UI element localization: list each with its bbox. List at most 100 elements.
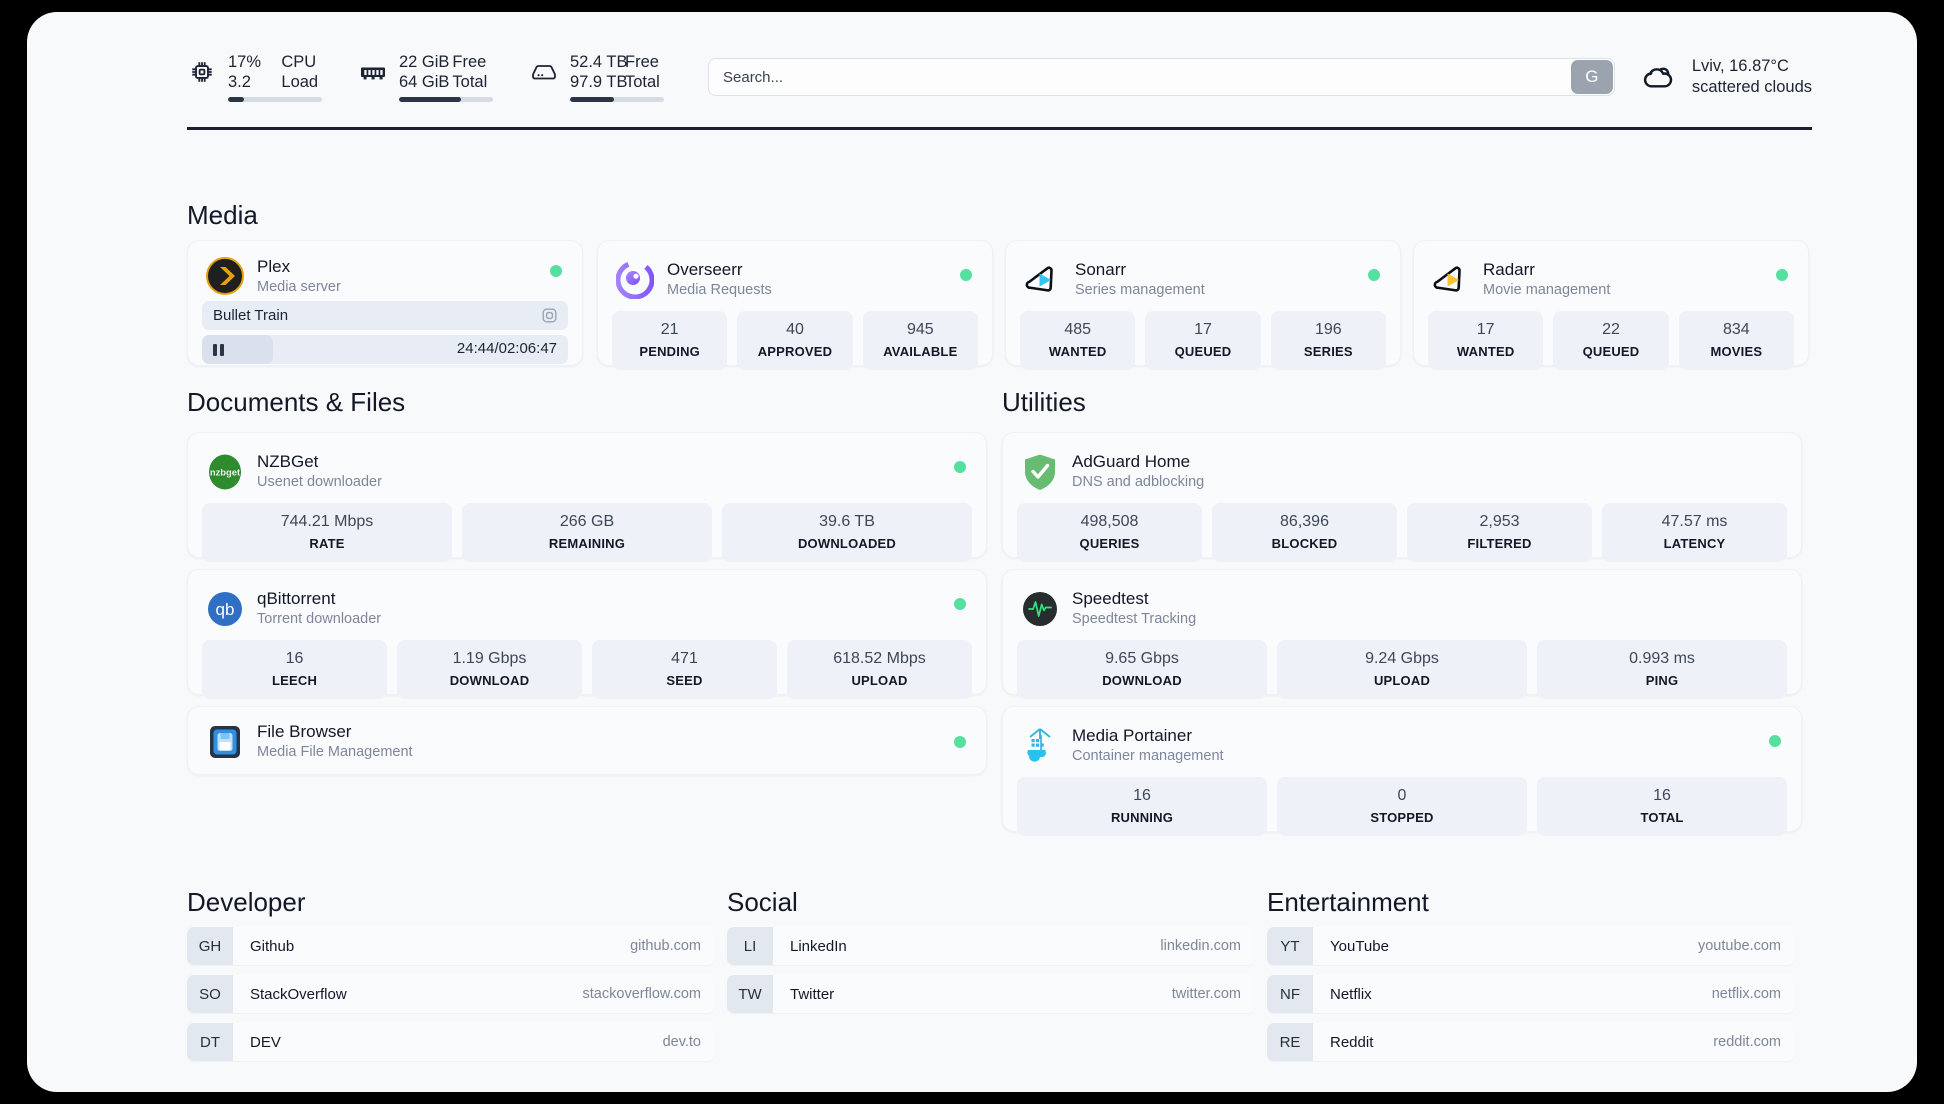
bookmark-name: YouTube: [1330, 937, 1389, 955]
bookmark-dev[interactable]: DT DEV dev.to: [187, 1023, 715, 1061]
section-title-entertainment: Entertainment: [1267, 887, 1429, 917]
search-bar[interactable]: G: [708, 58, 1615, 96]
stat-label: SERIES: [1303, 344, 1353, 359]
card-qbittorrent[interactable]: qb qBittorrent Torrent downloader 16 LEE…: [187, 569, 987, 699]
overseerr-desc: Media Requests: [667, 282, 772, 298]
overseerr-status-badge: [960, 269, 972, 281]
adguard-stats: 498,508 QUERIES 86,396 BLOCKED 2,953 FIL…: [1003, 495, 1801, 576]
card-sonarr-header: Sonarr Series management: [1006, 241, 1400, 303]
portainer-icon: [1021, 727, 1059, 765]
bookmark-github[interactable]: GH Github github.com: [187, 927, 715, 965]
sonarr-stats: 485 WANTED 17 QUEUED 196 SERIES: [1006, 303, 1400, 384]
cpu-chip-icon: [187, 57, 217, 87]
bookmark-netflix[interactable]: NF Netflix netflix.com: [1267, 975, 1795, 1013]
speedtest-icon: [1021, 590, 1059, 628]
card-adguard[interactable]: AdGuard Home DNS and adblocking 498,508 …: [1002, 432, 1802, 562]
card-filebrowser[interactable]: File Browser Media File Management: [187, 706, 987, 775]
stat-label: DOWNLOAD: [1102, 673, 1182, 688]
stat-value: 2,953: [1479, 513, 1520, 530]
qbittorrent-icon: qb: [206, 590, 244, 628]
stat-value: 17: [1194, 321, 1212, 338]
overseerr-name: Overseerr: [667, 260, 743, 279]
stat-value: 945: [906, 321, 934, 338]
card-radarr-header: Radarr Movie management: [1414, 241, 1808, 303]
portainer-desc: Container management: [1072, 748, 1224, 764]
pause-icon[interactable]: [213, 344, 224, 356]
stat-value: 86,396: [1280, 513, 1329, 530]
card-speedtest[interactable]: Speedtest Speedtest Tracking 9.65 Gbps D…: [1002, 569, 1802, 699]
card-nzbget-header: nzbget NZBGet Usenet downloader: [188, 433, 986, 495]
bookmark-twitter[interactable]: TW Twitter twitter.com: [727, 975, 1255, 1013]
stat-box: 196 SERIES: [1270, 311, 1386, 370]
stat-box: 834 MOVIES: [1678, 311, 1794, 370]
plex-time-sep: /: [494, 340, 499, 357]
section-title-documents: Documents & Files: [187, 387, 406, 417]
sonarr-name: Sonarr: [1075, 260, 1127, 279]
stat-value: 0.993 ms: [1629, 650, 1695, 667]
card-radarr[interactable]: Radarr Movie management 17 WANTED 22 QUE…: [1413, 240, 1809, 370]
adguard-shield-icon: [1021, 453, 1059, 491]
adguard-text: AdGuard Home DNS and adblocking: [1072, 451, 1204, 492]
search-engine-button[interactable]: G: [1570, 60, 1613, 94]
search-input[interactable]: [709, 59, 1570, 95]
svg-text:nzbget: nzbget: [210, 466, 240, 477]
radarr-icon: [1432, 261, 1470, 299]
stat-label: UPLOAD: [851, 673, 908, 688]
stat-value: 9.65 Gbps: [1105, 650, 1179, 667]
stat-value: 16: [1653, 787, 1671, 804]
stat-label: PING: [1645, 673, 1679, 688]
stat-value: 0: [1397, 787, 1407, 804]
section-title-utilities: Utilities: [1002, 387, 1086, 417]
card-plex[interactable]: Plex Media server Bullet Train 24:44/02:…: [187, 240, 583, 366]
speedtest-text: Speedtest Speedtest Tracking: [1072, 588, 1196, 629]
card-overseerr-header: Overseerr Media Requests: [598, 241, 992, 303]
memory-label-bottom: Total: [452, 73, 488, 91]
card-filebrowser-header: File Browser Media File Management: [188, 707, 986, 776]
card-portainer[interactable]: Media Portainer Container management 16 …: [1002, 706, 1802, 836]
bookmark-reddit[interactable]: RE Reddit reddit.com: [1267, 1023, 1795, 1061]
stat-box: 16 TOTAL: [1537, 777, 1787, 836]
stat-box: 40 APPROVED: [737, 311, 853, 370]
stat-label: QUEUED: [1582, 344, 1640, 359]
stat-label: LEECH: [271, 673, 318, 688]
dashboard-header: 17% 3.2 CPU Load: [187, 42, 1812, 112]
memory-free-value: 22 GiB: [399, 53, 450, 71]
bookmark-url: stackoverflow.com: [582, 986, 701, 1002]
cpu-load-value: 3.2: [228, 73, 251, 91]
card-overseerr[interactable]: Overseerr Media Requests 21 PENDING 40 A…: [597, 240, 993, 370]
bookmark-stackoverflow[interactable]: SO StackOverflow stackoverflow.com: [187, 975, 715, 1013]
adguard-name: AdGuard Home: [1072, 452, 1191, 471]
card-nzbget[interactable]: nzbget NZBGet Usenet downloader 744.21 M…: [187, 432, 987, 562]
bookmark-youtube[interactable]: YT YouTube youtube.com: [1267, 927, 1795, 965]
cast-icon[interactable]: [541, 307, 558, 324]
stat-label: TOTAL: [1640, 810, 1684, 825]
plex-text: Plex Media server: [257, 256, 341, 297]
plex-desc: Media server: [257, 278, 341, 295]
stat-label: MOVIES: [1710, 344, 1763, 359]
memory-usage-bar: [399, 97, 493, 102]
memory-stat-body: 22 GiB 64 GiB Free Total: [399, 52, 499, 102]
card-sonarr[interactable]: Sonarr Series management 485 WANTED 17 Q…: [1005, 240, 1401, 370]
section-title-social: Social: [727, 887, 798, 917]
weather-widget[interactable]: Lviv, 16.87°C scattered clouds: [1639, 56, 1812, 98]
bookmark-linkedin[interactable]: LI LinkedIn linkedin.com: [727, 927, 1255, 965]
stat-value: 47.57 ms: [1661, 513, 1728, 530]
stat-box: 1.19 Gbps DOWNLOAD: [397, 640, 582, 699]
memory-total-value: 64 GiB: [399, 73, 450, 91]
section-title-developer: Developer: [187, 887, 306, 917]
stat-label: REMAINING: [548, 536, 626, 551]
stat-box: 945 AVAILABLE: [862, 311, 978, 370]
nzbget-icon: nzbget: [206, 453, 244, 491]
cpu-stat-body: 17% 3.2 CPU Load: [228, 52, 328, 102]
stat-box: 485 WANTED: [1020, 311, 1136, 370]
stat-box: 16 LEECH: [202, 640, 387, 699]
bookmark-name: DEV: [250, 1033, 281, 1051]
card-adguard-header: AdGuard Home DNS and adblocking: [1003, 433, 1801, 495]
plex-now-playing-bar[interactable]: Bullet Train: [202, 301, 568, 330]
portainer-status-badge: [1769, 735, 1781, 747]
plex-progress-bar[interactable]: 24:44/02:06:47: [202, 335, 568, 364]
overseerr-text: Overseerr Media Requests: [667, 259, 772, 300]
header-divider: [187, 127, 1812, 130]
bookmark-url: dev.to: [662, 1034, 701, 1050]
